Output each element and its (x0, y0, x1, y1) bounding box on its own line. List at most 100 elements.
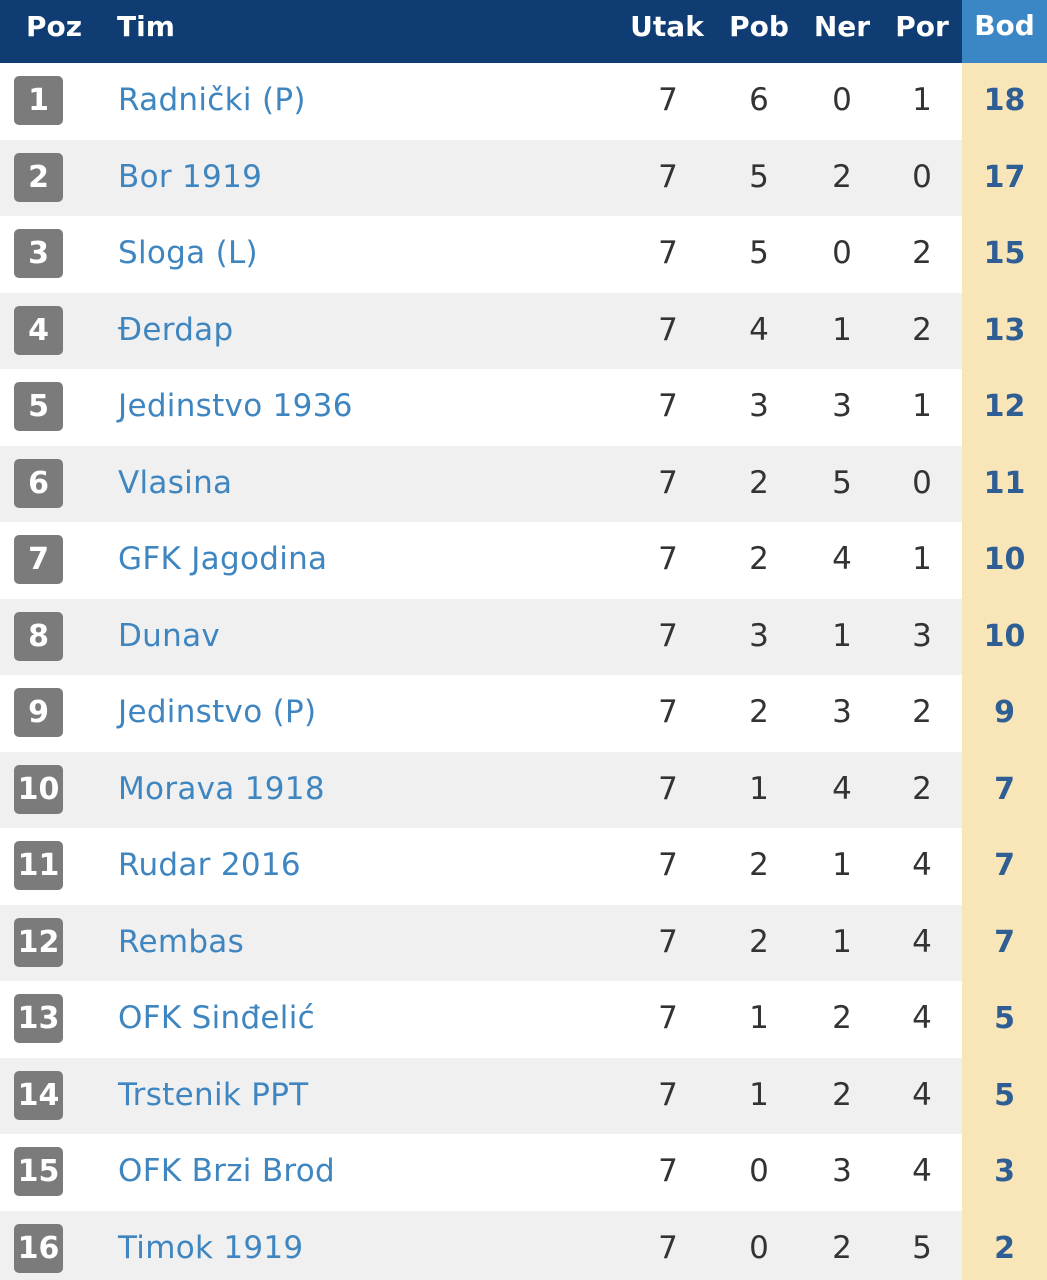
played-cell: 7 (658, 311, 678, 348)
team-link[interactable]: OFK Brzi Brod (118, 1153, 336, 1189)
position-badge: 1 (14, 76, 63, 125)
losses-cell: 4 (912, 923, 932, 960)
wins-cell: 0 (749, 1153, 769, 1189)
team-link[interactable]: OFK Sinđelić (118, 1000, 315, 1036)
header-tim[interactable]: Tim (117, 10, 175, 43)
table-row: 11 Rudar 2016 7 2 1 4 7 (0, 828, 1047, 905)
position-badge: 11 (14, 841, 63, 890)
team-link[interactable]: Jedinstvo 1936 (118, 388, 353, 424)
losses-cell: 4 (912, 847, 932, 883)
team-link[interactable]: Jedinstvo (P) (118, 694, 317, 730)
header-bod[interactable]: Bod (962, 0, 1047, 63)
team-link[interactable]: GFK Jagodina (118, 541, 328, 577)
points-cell: 18 (962, 63, 1047, 140)
losses-cell: 4 (912, 1076, 932, 1113)
wins-cell: 2 (749, 541, 769, 577)
team-link[interactable]: Radnički (P) (118, 82, 306, 118)
points-cell: 12 (962, 369, 1047, 446)
table-body: 1 Radnički (P) 7 6 0 1 18 2 Bor 1919 7 5 2 0 17 3 Sloga… (0, 63, 1047, 1280)
table-row: 7 GFK Jagodina 7 2 4 1 10 (0, 522, 1047, 599)
team-link[interactable]: Vlasina (118, 464, 233, 501)
wins-cell: 3 (749, 388, 769, 424)
draws-cell: 2 (832, 1076, 852, 1113)
position-badge: 4 (14, 305, 63, 355)
header-pob[interactable]: Pob (729, 10, 789, 43)
points-cell: 10 (962, 598, 1047, 675)
points-cell: 3 (962, 1134, 1047, 1211)
losses-cell: 2 (912, 770, 932, 807)
played-cell: 7 (658, 770, 678, 807)
played-cell: 7 (658, 1153, 678, 1189)
team-link[interactable]: Rudar 2016 (118, 847, 301, 883)
played-cell: 7 (658, 82, 678, 118)
played-cell: 7 (658, 235, 678, 271)
losses-cell: 1 (912, 541, 932, 577)
header-ner[interactable]: Ner (813, 10, 871, 43)
played-cell: 7 (658, 1076, 678, 1113)
draws-cell: 3 (832, 694, 852, 730)
position-badge: 7 (14, 535, 63, 584)
wins-cell: 4 (749, 311, 769, 348)
table-row: 16 Timok 1919 7 0 2 5 2 (0, 1210, 1047, 1280)
points-cell: 10 (962, 522, 1047, 599)
header-por[interactable]: Por (895, 10, 949, 43)
table-row: 1 Radnički (P) 7 6 0 1 18 (0, 63, 1047, 140)
losses-cell: 2 (912, 694, 932, 730)
points-cell: 17 (962, 139, 1047, 216)
played-cell: 7 (658, 541, 678, 577)
played-cell: 7 (658, 847, 678, 883)
header-poz[interactable]: Poz (26, 10, 83, 43)
team-link[interactable]: Đerdap (118, 311, 234, 348)
losses-cell: 2 (912, 235, 932, 271)
table-row: 2 Bor 1919 7 5 2 0 17 (0, 139, 1047, 216)
draws-cell: 1 (832, 311, 852, 348)
table-row: 3 Sloga (L) 7 5 0 2 15 (0, 216, 1047, 293)
losses-cell: 2 (912, 311, 932, 348)
wins-cell: 6 (749, 82, 769, 118)
wins-cell: 3 (749, 617, 769, 654)
team-link[interactable]: Rembas (118, 923, 245, 960)
table-row: 6 Vlasina 7 2 5 0 11 (0, 445, 1047, 522)
losses-cell: 5 (912, 1229, 932, 1266)
table-row: 5 Jedinstvo 1936 7 3 3 1 12 (0, 369, 1047, 446)
points-cell: 7 (962, 904, 1047, 981)
wins-cell: 2 (749, 923, 769, 960)
team-link[interactable]: Sloga (L) (118, 235, 258, 271)
draws-cell: 1 (832, 923, 852, 960)
team-link[interactable]: Morava 1918 (118, 770, 325, 807)
played-cell: 7 (658, 464, 678, 501)
draws-cell: 2 (832, 158, 852, 195)
wins-cell: 2 (749, 847, 769, 883)
team-link[interactable]: Dunav (118, 617, 221, 654)
team-link[interactable]: Timok 1919 (118, 1229, 304, 1266)
draws-cell: 3 (832, 1153, 852, 1189)
wins-cell: 1 (749, 1076, 769, 1113)
points-cell: 9 (962, 675, 1047, 752)
table-row: 10 Morava 1918 7 1 4 2 7 (0, 751, 1047, 828)
table-row: 8 Dunav 7 3 1 3 10 (0, 598, 1047, 675)
wins-cell: 2 (749, 694, 769, 730)
played-cell: 7 (658, 694, 678, 730)
losses-cell: 1 (912, 82, 932, 118)
position-badge: 8 (14, 611, 63, 661)
draws-cell: 4 (832, 541, 852, 577)
losses-cell: 0 (912, 464, 932, 501)
points-cell: 15 (962, 216, 1047, 293)
position-badge: 9 (14, 688, 63, 737)
played-cell: 7 (658, 158, 678, 195)
losses-cell: 3 (912, 617, 932, 654)
points-cell: 5 (962, 1057, 1047, 1134)
losses-cell: 4 (912, 1153, 932, 1189)
position-badge: 6 (14, 458, 63, 508)
team-link[interactable]: Bor 1919 (118, 158, 263, 195)
team-link[interactable]: Trstenik PPT (118, 1076, 309, 1113)
draws-cell: 2 (832, 1000, 852, 1036)
table-header: Poz Tim Utak Pob Ner Por Bod (0, 0, 1047, 63)
wins-cell: 2 (749, 464, 769, 501)
header-utak[interactable]: Utak (630, 10, 704, 43)
position-badge: 14 (14, 1070, 63, 1120)
draws-cell: 1 (832, 847, 852, 883)
position-badge: 13 (14, 994, 63, 1043)
wins-cell: 0 (749, 1229, 769, 1266)
